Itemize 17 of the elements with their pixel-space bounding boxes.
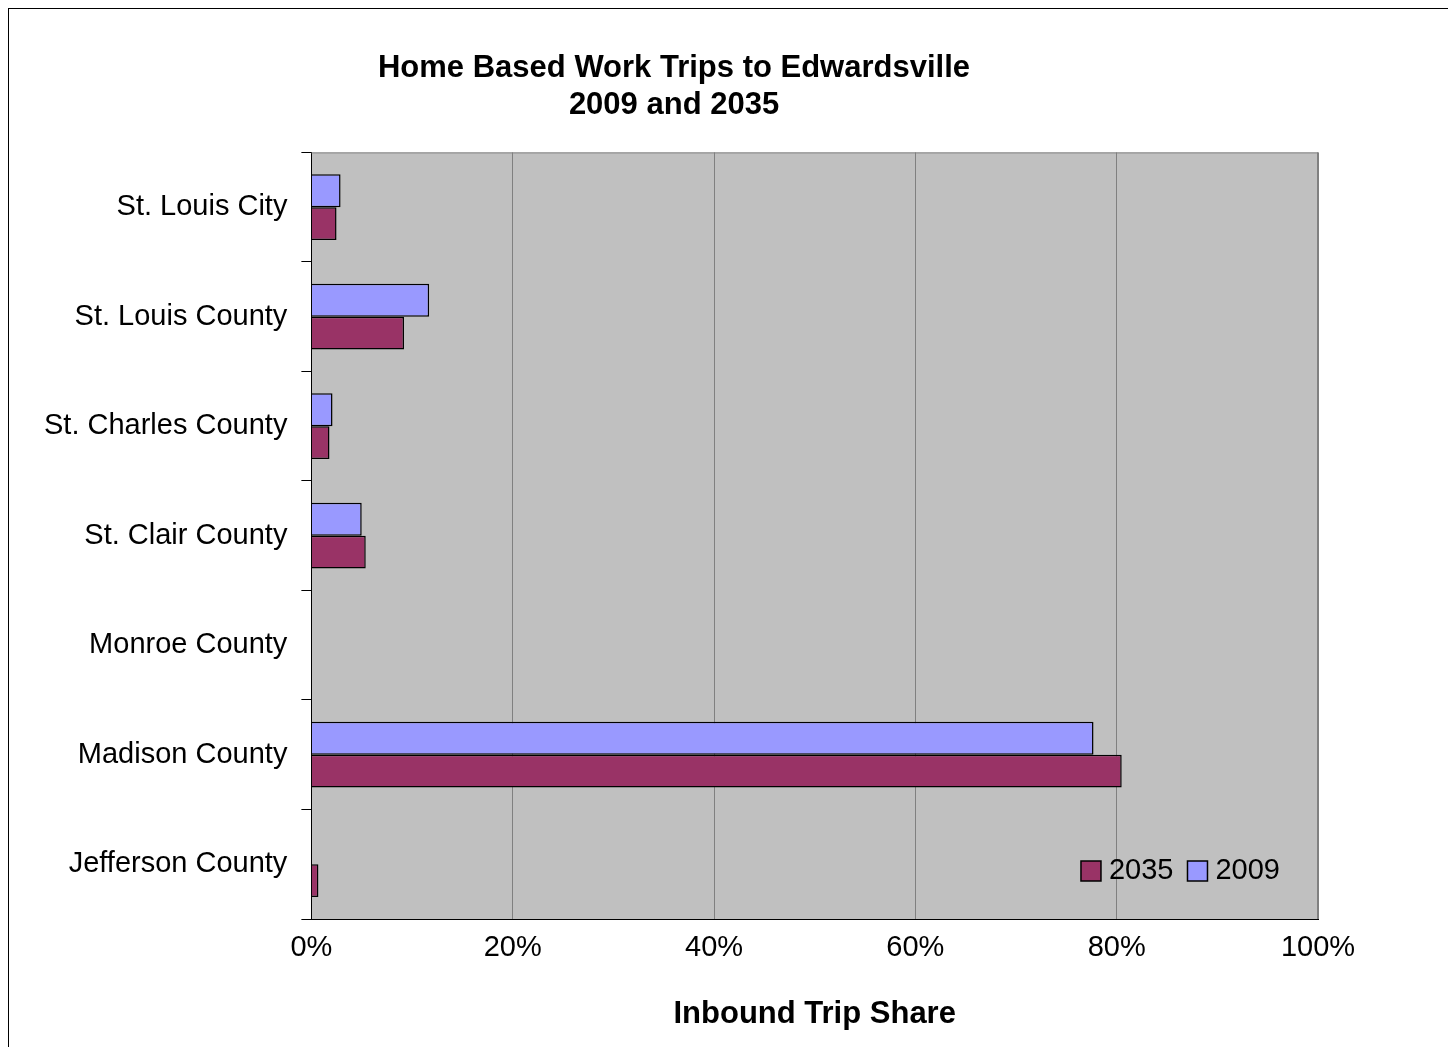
y-tick-label: St. Clair County <box>84 517 288 550</box>
y-tick-label: St. Louis City <box>116 189 288 222</box>
y-tick-label: Madison County <box>77 736 288 769</box>
chart-title: Home Based Work Trips to Edwardsville 2009 and 2035 <box>377 49 971 122</box>
x-tick-label: 100% <box>1280 930 1356 963</box>
x-tick-label: 20% <box>483 930 542 963</box>
legend-label: 2009 <box>1215 853 1280 885</box>
x-axis-title: Inbound Trip Share <box>673 994 956 1030</box>
y-tick-label: Monroe County <box>89 627 288 660</box>
y-tick-label: St. Louis County <box>74 298 288 331</box>
y-tick-label: St. Charles County <box>43 408 288 441</box>
x-tick-label: 0% <box>290 930 333 963</box>
x-tick-label: 80% <box>1087 930 1146 963</box>
x-tick-label: 40% <box>685 930 744 963</box>
legend-label: 2035 <box>1108 853 1174 885</box>
x-tick-label: 60% <box>886 930 945 963</box>
y-tick-label: Jefferson County <box>68 846 288 879</box>
